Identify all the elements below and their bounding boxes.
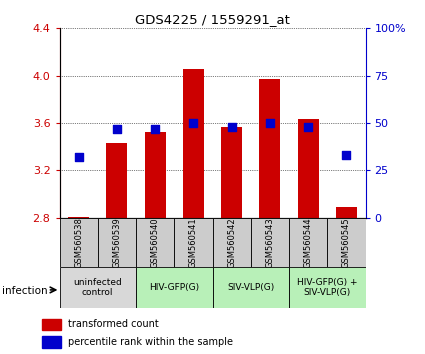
Bar bbox=[68, 217, 89, 218]
Point bbox=[266, 120, 273, 126]
Bar bbox=[42, 319, 61, 330]
Point bbox=[190, 120, 197, 126]
Bar bbox=[136, 218, 174, 267]
Point bbox=[75, 154, 82, 160]
Text: infection: infection bbox=[2, 286, 48, 296]
Point bbox=[343, 152, 350, 158]
Bar bbox=[327, 218, 366, 267]
Text: uninfected
control: uninfected control bbox=[74, 278, 122, 297]
Text: HIV-GFP(G): HIV-GFP(G) bbox=[149, 283, 199, 292]
Bar bbox=[183, 69, 204, 218]
Bar bbox=[98, 218, 136, 267]
Bar bbox=[212, 267, 289, 308]
Bar bbox=[221, 127, 242, 218]
Bar bbox=[336, 207, 357, 218]
Text: percentile rank within the sample: percentile rank within the sample bbox=[68, 337, 233, 347]
Text: GSM560544: GSM560544 bbox=[303, 217, 313, 268]
Bar bbox=[60, 218, 98, 267]
Bar bbox=[289, 267, 366, 308]
Text: GSM560542: GSM560542 bbox=[227, 217, 236, 268]
Text: GSM560539: GSM560539 bbox=[112, 217, 122, 268]
Bar bbox=[289, 218, 327, 267]
Text: SIV-VLP(G): SIV-VLP(G) bbox=[227, 283, 275, 292]
Bar bbox=[174, 218, 212, 267]
Bar bbox=[259, 79, 280, 218]
Title: GDS4225 / 1559291_at: GDS4225 / 1559291_at bbox=[135, 13, 290, 26]
Bar bbox=[298, 119, 319, 218]
Bar bbox=[251, 218, 289, 267]
Bar bbox=[144, 132, 166, 218]
Text: GSM560540: GSM560540 bbox=[150, 217, 160, 268]
Text: GSM560541: GSM560541 bbox=[189, 217, 198, 268]
Point bbox=[152, 126, 159, 132]
Bar bbox=[60, 267, 136, 308]
Bar bbox=[106, 143, 128, 218]
Text: GSM560538: GSM560538 bbox=[74, 217, 83, 268]
Text: transformed count: transformed count bbox=[68, 319, 159, 329]
Text: HIV-GFP(G) +
SIV-VLP(G): HIV-GFP(G) + SIV-VLP(G) bbox=[297, 278, 357, 297]
Bar bbox=[212, 218, 251, 267]
Text: GSM560543: GSM560543 bbox=[265, 217, 275, 268]
Point bbox=[228, 124, 235, 130]
Point bbox=[113, 126, 120, 132]
Bar bbox=[136, 267, 212, 308]
Bar bbox=[42, 336, 61, 348]
Point bbox=[305, 124, 312, 130]
Text: GSM560545: GSM560545 bbox=[342, 217, 351, 268]
